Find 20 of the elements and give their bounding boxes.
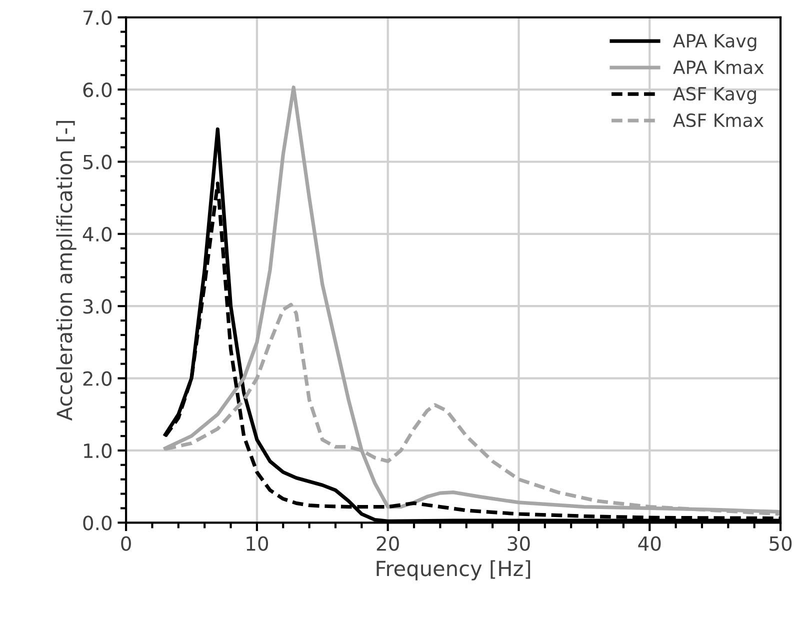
y-axis-title: Acceleration amplification [-] (56, 121, 76, 421)
legend-label: APA Kmax (673, 60, 764, 74)
x-axis-title: Frequency [Hz] (376, 560, 530, 580)
x-tick-label: 20 (376, 536, 399, 551)
x-tick-label: 0 (121, 536, 131, 551)
y-tick-label: 3.0 (83, 299, 112, 314)
y-tick-label: 4.0 (82, 226, 112, 242)
x-tick-label: 10 (246, 536, 268, 551)
y-tick-label: 7.0 (84, 10, 112, 26)
y-tick-label: 6.0 (83, 82, 112, 98)
y-tick-label: 0.0 (83, 516, 112, 530)
x-tick-label: 30 (508, 536, 530, 551)
x-tick-label: 50 (770, 536, 792, 551)
x-tick-label: 40 (638, 536, 661, 551)
legend-label: APA Kavg (673, 34, 756, 52)
y-tick-label: 1.0 (84, 443, 112, 458)
legend-label: ASF Kmax (673, 113, 764, 128)
y-tick-label: 2.0 (83, 371, 112, 386)
legend-label: ASF Kavg (673, 86, 756, 104)
y-tick-label: 5.0 (83, 154, 112, 170)
